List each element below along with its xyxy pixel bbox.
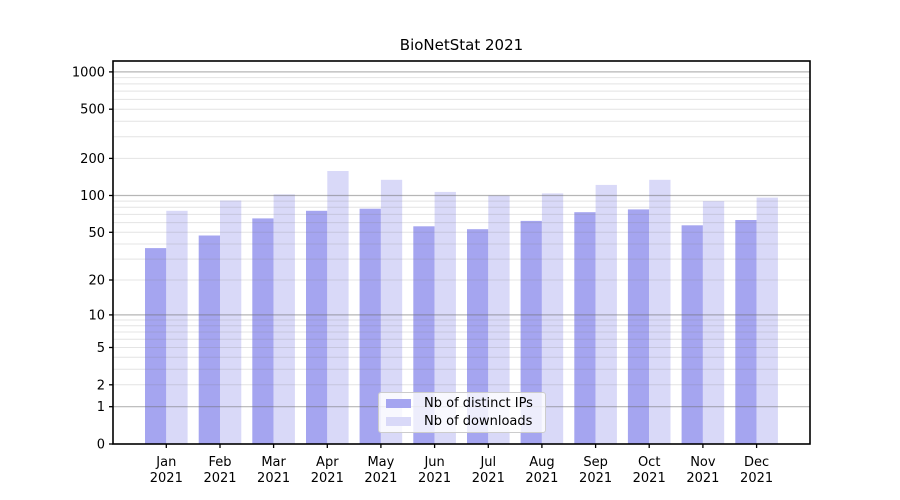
x-axis: Jan2021Feb2021Mar2021Apr2021May2021Jun20… — [150, 444, 773, 486]
bar-distinct-ips-jun — [413, 226, 435, 444]
x-tick-label-year: 2021 — [740, 471, 773, 486]
x-tick-label-year: 2021 — [150, 471, 183, 486]
x-tick-label-year: 2021 — [472, 471, 505, 486]
y-tick-label: 10 — [88, 308, 105, 323]
bar-distinct-ips-apr — [306, 210, 328, 444]
y-tick-label: 1000 — [72, 65, 105, 80]
bar-downloads-jul — [488, 195, 510, 444]
gridlines-minor — [113, 77, 810, 386]
bar-downloads-dec — [756, 197, 778, 444]
bar-distinct-ips-mar — [252, 218, 274, 444]
x-tick-label-year: 2021 — [418, 471, 451, 486]
legend-swatch-downloads — [386, 417, 411, 426]
legend-label-downloads: Nb of downloads — [424, 414, 533, 429]
bar-distinct-ips-jul — [467, 229, 489, 444]
x-tick-label-month: Jan — [155, 455, 176, 470]
legend-swatch-distinct-ips — [386, 399, 411, 408]
bar-distinct-ips-nov — [681, 225, 703, 444]
bar-distinct-ips-dec — [735, 220, 757, 444]
x-tick-label-month: May — [367, 455, 394, 470]
x-tick-label-year: 2021 — [633, 471, 666, 486]
x-tick-label-month: Feb — [208, 455, 231, 470]
bar-downloads-feb — [220, 200, 242, 444]
y-axis: 0 1 2 5 10 20 50 100 200 500 1000 — [72, 65, 113, 453]
bar-distinct-ips-aug — [520, 220, 542, 444]
bar-downloads-apr — [327, 171, 349, 444]
y-tick-label: 2 — [97, 378, 105, 393]
chart-title: BioNetStat 2021 — [399, 36, 524, 54]
x-tick-label-month: Jul — [479, 455, 496, 470]
y-tick-label: 100 — [80, 189, 105, 204]
bar-downloads-jun — [434, 191, 456, 444]
x-tick-label-month: Nov — [690, 455, 716, 470]
x-tick-label-year: 2021 — [364, 471, 397, 486]
x-tick-label-year: 2021 — [257, 471, 290, 486]
x-tick-label-year: 2021 — [525, 471, 558, 486]
y-tick-label: 50 — [88, 226, 105, 241]
y-tick-label: 500 — [80, 103, 105, 118]
x-tick-label-year: 2021 — [579, 471, 612, 486]
x-tick-label-month: Oct — [638, 455, 660, 470]
bar-downloads-mar — [273, 194, 295, 444]
bar-distinct-ips-sep — [574, 212, 596, 444]
bar-distinct-ips-oct — [627, 209, 650, 444]
x-tick-label-month: Dec — [744, 455, 769, 470]
x-tick-label-year: 2021 — [686, 471, 719, 486]
bar-downloads-nov — [702, 201, 725, 444]
bar-downloads-oct — [649, 179, 671, 445]
bar-downloads-aug — [541, 193, 564, 444]
bar-downloads-may — [380, 179, 403, 445]
y-tick-label: 20 — [88, 274, 105, 289]
bars — [145, 171, 778, 445]
x-tick-label-month: Apr — [316, 455, 339, 470]
bar-distinct-ips-may — [359, 208, 381, 444]
legend: Nb of distinct IPs Nb of downloads — [378, 392, 546, 433]
legend-item-distinct-ips: Nb of distinct IPs — [386, 396, 545, 411]
bar-distinct-ips-jan — [145, 248, 167, 444]
bar-distinct-ips-feb — [198, 235, 220, 444]
plot-frame — [112, 60, 811, 445]
legend-item-downloads: Nb of downloads — [386, 414, 545, 429]
y-tick-label: 1 — [97, 400, 105, 415]
x-tick-label-year: 2021 — [311, 471, 344, 486]
x-tick-label-month: Jun — [423, 455, 444, 470]
bar-downloads-jan — [166, 210, 188, 444]
x-tick-label-month: Mar — [261, 455, 286, 470]
y-tick-label: 0 — [97, 438, 105, 453]
x-tick-label-year: 2021 — [203, 471, 236, 486]
x-tick-label-month: Sep — [583, 455, 608, 470]
y-tick-label: 5 — [97, 341, 105, 356]
y-tick-label: 200 — [80, 152, 105, 167]
legend-label-distinct-ips: Nb of distinct IPs — [424, 396, 533, 411]
x-tick-label-month: Aug — [529, 455, 554, 470]
